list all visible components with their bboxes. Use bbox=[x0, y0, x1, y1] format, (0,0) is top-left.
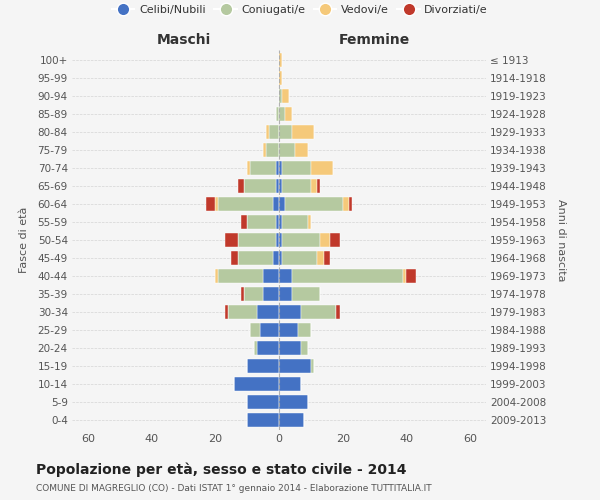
Bar bbox=[257, 341, 279, 355]
Bar bbox=[241, 215, 247, 229]
Bar bbox=[292, 287, 320, 301]
Bar bbox=[282, 215, 308, 229]
Bar bbox=[403, 269, 406, 283]
Bar bbox=[279, 179, 282, 193]
Bar bbox=[247, 359, 279, 373]
Bar bbox=[266, 125, 269, 139]
Bar bbox=[317, 179, 320, 193]
Bar bbox=[279, 89, 282, 103]
Bar bbox=[241, 287, 244, 301]
Bar bbox=[317, 251, 323, 265]
Bar bbox=[279, 251, 282, 265]
Bar bbox=[279, 395, 308, 409]
Bar bbox=[225, 305, 228, 319]
Bar bbox=[279, 53, 282, 67]
Bar bbox=[254, 341, 257, 355]
Bar bbox=[225, 233, 238, 247]
Bar bbox=[279, 107, 286, 121]
Bar bbox=[238, 251, 272, 265]
Bar bbox=[279, 305, 301, 319]
Bar bbox=[343, 197, 349, 211]
Bar bbox=[282, 161, 311, 175]
Y-axis label: Anni di nascita: Anni di nascita bbox=[556, 198, 566, 281]
Bar bbox=[247, 215, 276, 229]
Bar bbox=[279, 143, 295, 157]
Bar bbox=[279, 287, 292, 301]
Bar bbox=[238, 233, 276, 247]
Bar bbox=[349, 197, 352, 211]
Bar bbox=[206, 197, 215, 211]
Bar bbox=[263, 143, 266, 157]
Bar bbox=[247, 161, 250, 175]
Bar bbox=[215, 197, 218, 211]
Bar bbox=[244, 287, 263, 301]
Bar bbox=[279, 359, 311, 373]
Bar bbox=[279, 71, 282, 85]
Bar bbox=[323, 251, 330, 265]
Bar bbox=[301, 341, 308, 355]
Bar bbox=[282, 251, 317, 265]
Bar bbox=[286, 197, 343, 211]
Bar bbox=[279, 125, 292, 139]
Bar bbox=[311, 359, 314, 373]
Bar bbox=[263, 269, 279, 283]
Bar bbox=[266, 143, 279, 157]
Bar bbox=[279, 233, 282, 247]
Bar bbox=[311, 161, 333, 175]
Bar bbox=[279, 341, 301, 355]
Bar bbox=[301, 305, 337, 319]
Bar bbox=[276, 233, 279, 247]
Bar bbox=[272, 197, 279, 211]
Bar bbox=[272, 251, 279, 265]
Bar bbox=[292, 269, 403, 283]
Bar bbox=[279, 197, 286, 211]
Bar bbox=[231, 251, 238, 265]
Bar bbox=[250, 323, 260, 337]
Bar bbox=[276, 179, 279, 193]
Bar bbox=[292, 125, 314, 139]
Bar bbox=[218, 197, 272, 211]
Bar bbox=[244, 179, 276, 193]
Bar bbox=[330, 233, 340, 247]
Bar bbox=[276, 215, 279, 229]
Text: Femmine: Femmine bbox=[339, 34, 410, 48]
Bar bbox=[311, 179, 317, 193]
Bar bbox=[282, 89, 289, 103]
Bar bbox=[263, 287, 279, 301]
Bar bbox=[295, 143, 308, 157]
Text: COMUNE DI MAGREGLIO (CO) - Dati ISTAT 1° gennaio 2014 - Elaborazione TUTTITALIA.: COMUNE DI MAGREGLIO (CO) - Dati ISTAT 1°… bbox=[36, 484, 431, 493]
Bar bbox=[276, 107, 279, 121]
Bar bbox=[276, 161, 279, 175]
Bar bbox=[279, 323, 298, 337]
Legend: Celibi/Nubili, Coniugati/e, Vedovi/e, Divorziati/e: Celibi/Nubili, Coniugati/e, Vedovi/e, Di… bbox=[108, 0, 492, 20]
Bar bbox=[257, 305, 279, 319]
Y-axis label: Fasce di età: Fasce di età bbox=[19, 207, 29, 273]
Bar bbox=[406, 269, 416, 283]
Bar bbox=[247, 395, 279, 409]
Bar bbox=[279, 161, 282, 175]
Bar bbox=[286, 107, 292, 121]
Bar bbox=[218, 269, 263, 283]
Text: Maschi: Maschi bbox=[157, 34, 211, 48]
Bar bbox=[282, 233, 320, 247]
Bar bbox=[279, 215, 282, 229]
Bar bbox=[250, 161, 276, 175]
Bar bbox=[279, 269, 292, 283]
Bar bbox=[298, 323, 311, 337]
Bar bbox=[279, 377, 301, 391]
Bar bbox=[269, 125, 279, 139]
Bar bbox=[260, 323, 279, 337]
Bar bbox=[308, 215, 311, 229]
Bar bbox=[337, 305, 340, 319]
Bar bbox=[228, 305, 257, 319]
Bar bbox=[279, 413, 304, 427]
Text: Popolazione per età, sesso e stato civile - 2014: Popolazione per età, sesso e stato civil… bbox=[36, 462, 407, 477]
Bar bbox=[282, 179, 311, 193]
Bar bbox=[215, 269, 218, 283]
Bar bbox=[238, 179, 244, 193]
Bar bbox=[235, 377, 279, 391]
Bar bbox=[320, 233, 330, 247]
Bar bbox=[247, 413, 279, 427]
